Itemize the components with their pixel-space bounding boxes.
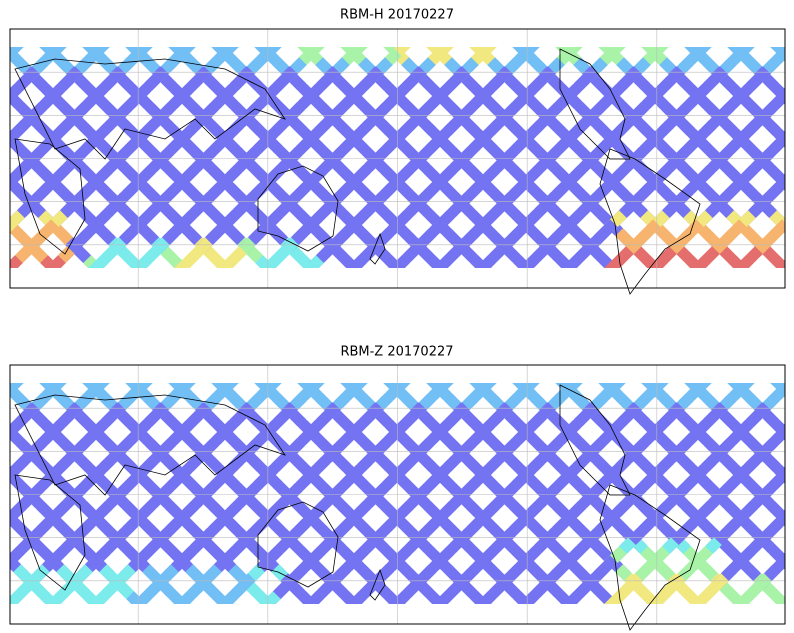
swath: [10, 465, 20, 483]
swath: [217, 591, 238, 604]
swath: [303, 591, 324, 604]
swath: [10, 383, 24, 397]
swaths: [10, 383, 785, 604]
swath: [10, 84, 22, 104]
swath: [690, 591, 711, 604]
coastline: [14, 58, 286, 160]
swath: [45, 591, 66, 604]
swath: [45, 255, 66, 268]
coastline: [599, 484, 701, 631]
swath: [174, 591, 195, 604]
swath: [604, 591, 625, 604]
swath: [604, 255, 625, 268]
swath: [260, 255, 281, 268]
swath: [346, 255, 367, 268]
swath: [475, 591, 496, 604]
swath: [10, 510, 18, 526]
coastline: [14, 138, 86, 255]
swath: [10, 174, 18, 190]
swath: [10, 174, 18, 190]
swaths: [10, 47, 785, 268]
swath: [733, 255, 754, 268]
swath: [518, 591, 539, 604]
coastline: [559, 48, 631, 160]
swath: [690, 255, 711, 268]
swath: [260, 591, 281, 604]
swath: [561, 255, 582, 268]
map-panel: [9, 28, 786, 295]
coastline: [599, 148, 701, 295]
swath: [647, 255, 668, 268]
swath: [432, 591, 453, 604]
swath: [10, 510, 18, 526]
coastline: [559, 384, 631, 496]
coastline: [257, 501, 339, 588]
coastline: [257, 165, 339, 252]
swath: [346, 591, 367, 604]
swath: [303, 255, 324, 268]
swath: [88, 255, 109, 268]
map-title: RBM-H 20170227: [340, 8, 454, 23]
coastline: [14, 474, 86, 591]
swath: [518, 255, 539, 268]
swath: [217, 255, 238, 268]
swath: [733, 591, 754, 604]
swath: [475, 255, 496, 268]
coastline: [369, 232, 386, 265]
swath: [10, 210, 25, 233]
swath: [647, 591, 668, 604]
swath: [10, 420, 22, 440]
swath: [10, 546, 25, 569]
map-title: RBM-Z 20170227: [340, 345, 453, 360]
map-frame: [9, 364, 786, 625]
swath: [10, 129, 20, 147]
coastline: [14, 394, 286, 496]
coastline: [369, 568, 386, 601]
map-frame: [9, 28, 786, 289]
swath: [432, 255, 453, 268]
swath: [174, 255, 195, 268]
map-panel: [9, 364, 786, 631]
swath: [561, 591, 582, 604]
swath: [131, 591, 152, 604]
swath: [131, 255, 152, 268]
swath: [10, 47, 24, 61]
swath: [88, 591, 109, 604]
